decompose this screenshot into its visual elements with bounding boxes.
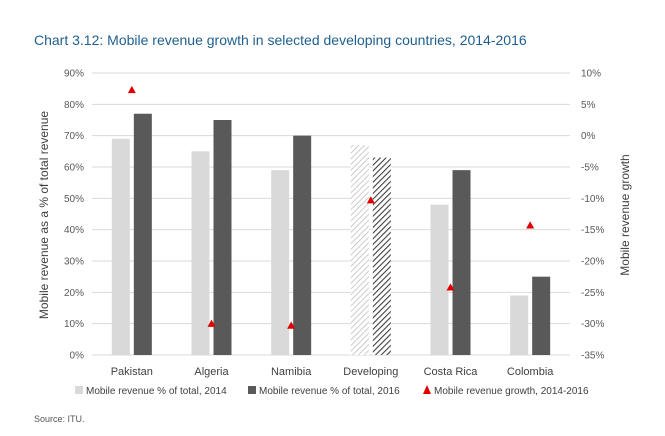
- source-note: Source: ITU.: [34, 414, 85, 424]
- bar-2016: [532, 276, 551, 355]
- legend-label: Mobile revenue growth, 2014-2016: [434, 386, 589, 397]
- right-tick-label: -15%: [581, 225, 604, 236]
- legend: Mobile revenue % of total, 2014 Mobile re…: [75, 385, 589, 397]
- growth-marker: [207, 319, 216, 327]
- bar-2014: [111, 138, 130, 355]
- left-axis-ticks: 0% 10% 20% 30% 40% 50% 60% 70% 80% 90%: [64, 69, 84, 362]
- right-tick-label: 0%: [581, 131, 596, 142]
- left-axis-title: Mobile revenue as a % of total revenue: [37, 111, 51, 319]
- bar-2014: [191, 151, 210, 355]
- bar-2016: [133, 113, 152, 355]
- left-tick-label: 50%: [64, 194, 84, 205]
- left-tick-label: 30%: [64, 257, 84, 268]
- growth-marker: [366, 196, 375, 204]
- left-tick-label: 90%: [64, 69, 84, 80]
- right-tick-label: -5%: [581, 163, 599, 174]
- bar-2014: [350, 145, 369, 355]
- category-label: Algeria: [194, 366, 229, 378]
- legend-label: Mobile revenue % of total, 2016: [259, 386, 400, 397]
- category-label: Costa Rica: [424, 366, 479, 378]
- growth-markers: [127, 85, 535, 329]
- left-tick-label: 80%: [64, 100, 84, 111]
- left-tick-label: 20%: [64, 288, 84, 299]
- right-axis-title: Mobile revenue growth: [618, 154, 632, 275]
- right-tick-label: 10%: [581, 69, 601, 80]
- left-tick-label: 40%: [64, 225, 84, 236]
- bar-2014: [271, 170, 290, 355]
- chart-title: Chart 3.12: Mobile revenue growth in sel…: [34, 32, 527, 48]
- category-label: Developing: [343, 366, 398, 378]
- bar-2014: [430, 204, 449, 355]
- right-tick-label: -20%: [581, 257, 604, 268]
- legend-label: Mobile revenue % of total, 2014: [86, 386, 227, 397]
- bar-2016: [213, 120, 232, 355]
- right-tick-label: -25%: [581, 288, 604, 299]
- growth-marker: [526, 221, 535, 229]
- legend-swatch: [75, 386, 83, 394]
- bars: [111, 113, 551, 355]
- left-tick-label: 60%: [64, 163, 84, 174]
- left-tick-label: 10%: [64, 319, 84, 330]
- bar-2014: [510, 295, 529, 355]
- right-tick-label: -10%: [581, 194, 604, 205]
- right-tick-label: 5%: [581, 100, 596, 111]
- right-tick-label: -30%: [581, 319, 604, 330]
- growth-marker: [127, 85, 136, 94]
- category-label: Colombia: [507, 366, 554, 378]
- right-axis-ticks: -35% -30% -25% -20% -15% -10% -5% 0% 5% 10%: [581, 69, 604, 362]
- bar-2016: [293, 135, 312, 355]
- category-labels: Pakistan Algeria Namibia Developing Costa Ri…: [111, 366, 555, 378]
- category-label: Namibia: [271, 366, 312, 378]
- bar-2016: [372, 157, 391, 355]
- legend-marker: [423, 385, 431, 394]
- bar-2016: [452, 170, 471, 355]
- growth-marker: [446, 283, 455, 291]
- left-tick-label: 70%: [64, 131, 84, 142]
- right-tick-label: -35%: [581, 351, 604, 362]
- growth-marker: [287, 321, 296, 329]
- left-tick-label: 0%: [70, 351, 85, 362]
- gridlines: [92, 72, 570, 356]
- category-label: Pakistan: [111, 366, 153, 378]
- legend-swatch: [248, 386, 256, 394]
